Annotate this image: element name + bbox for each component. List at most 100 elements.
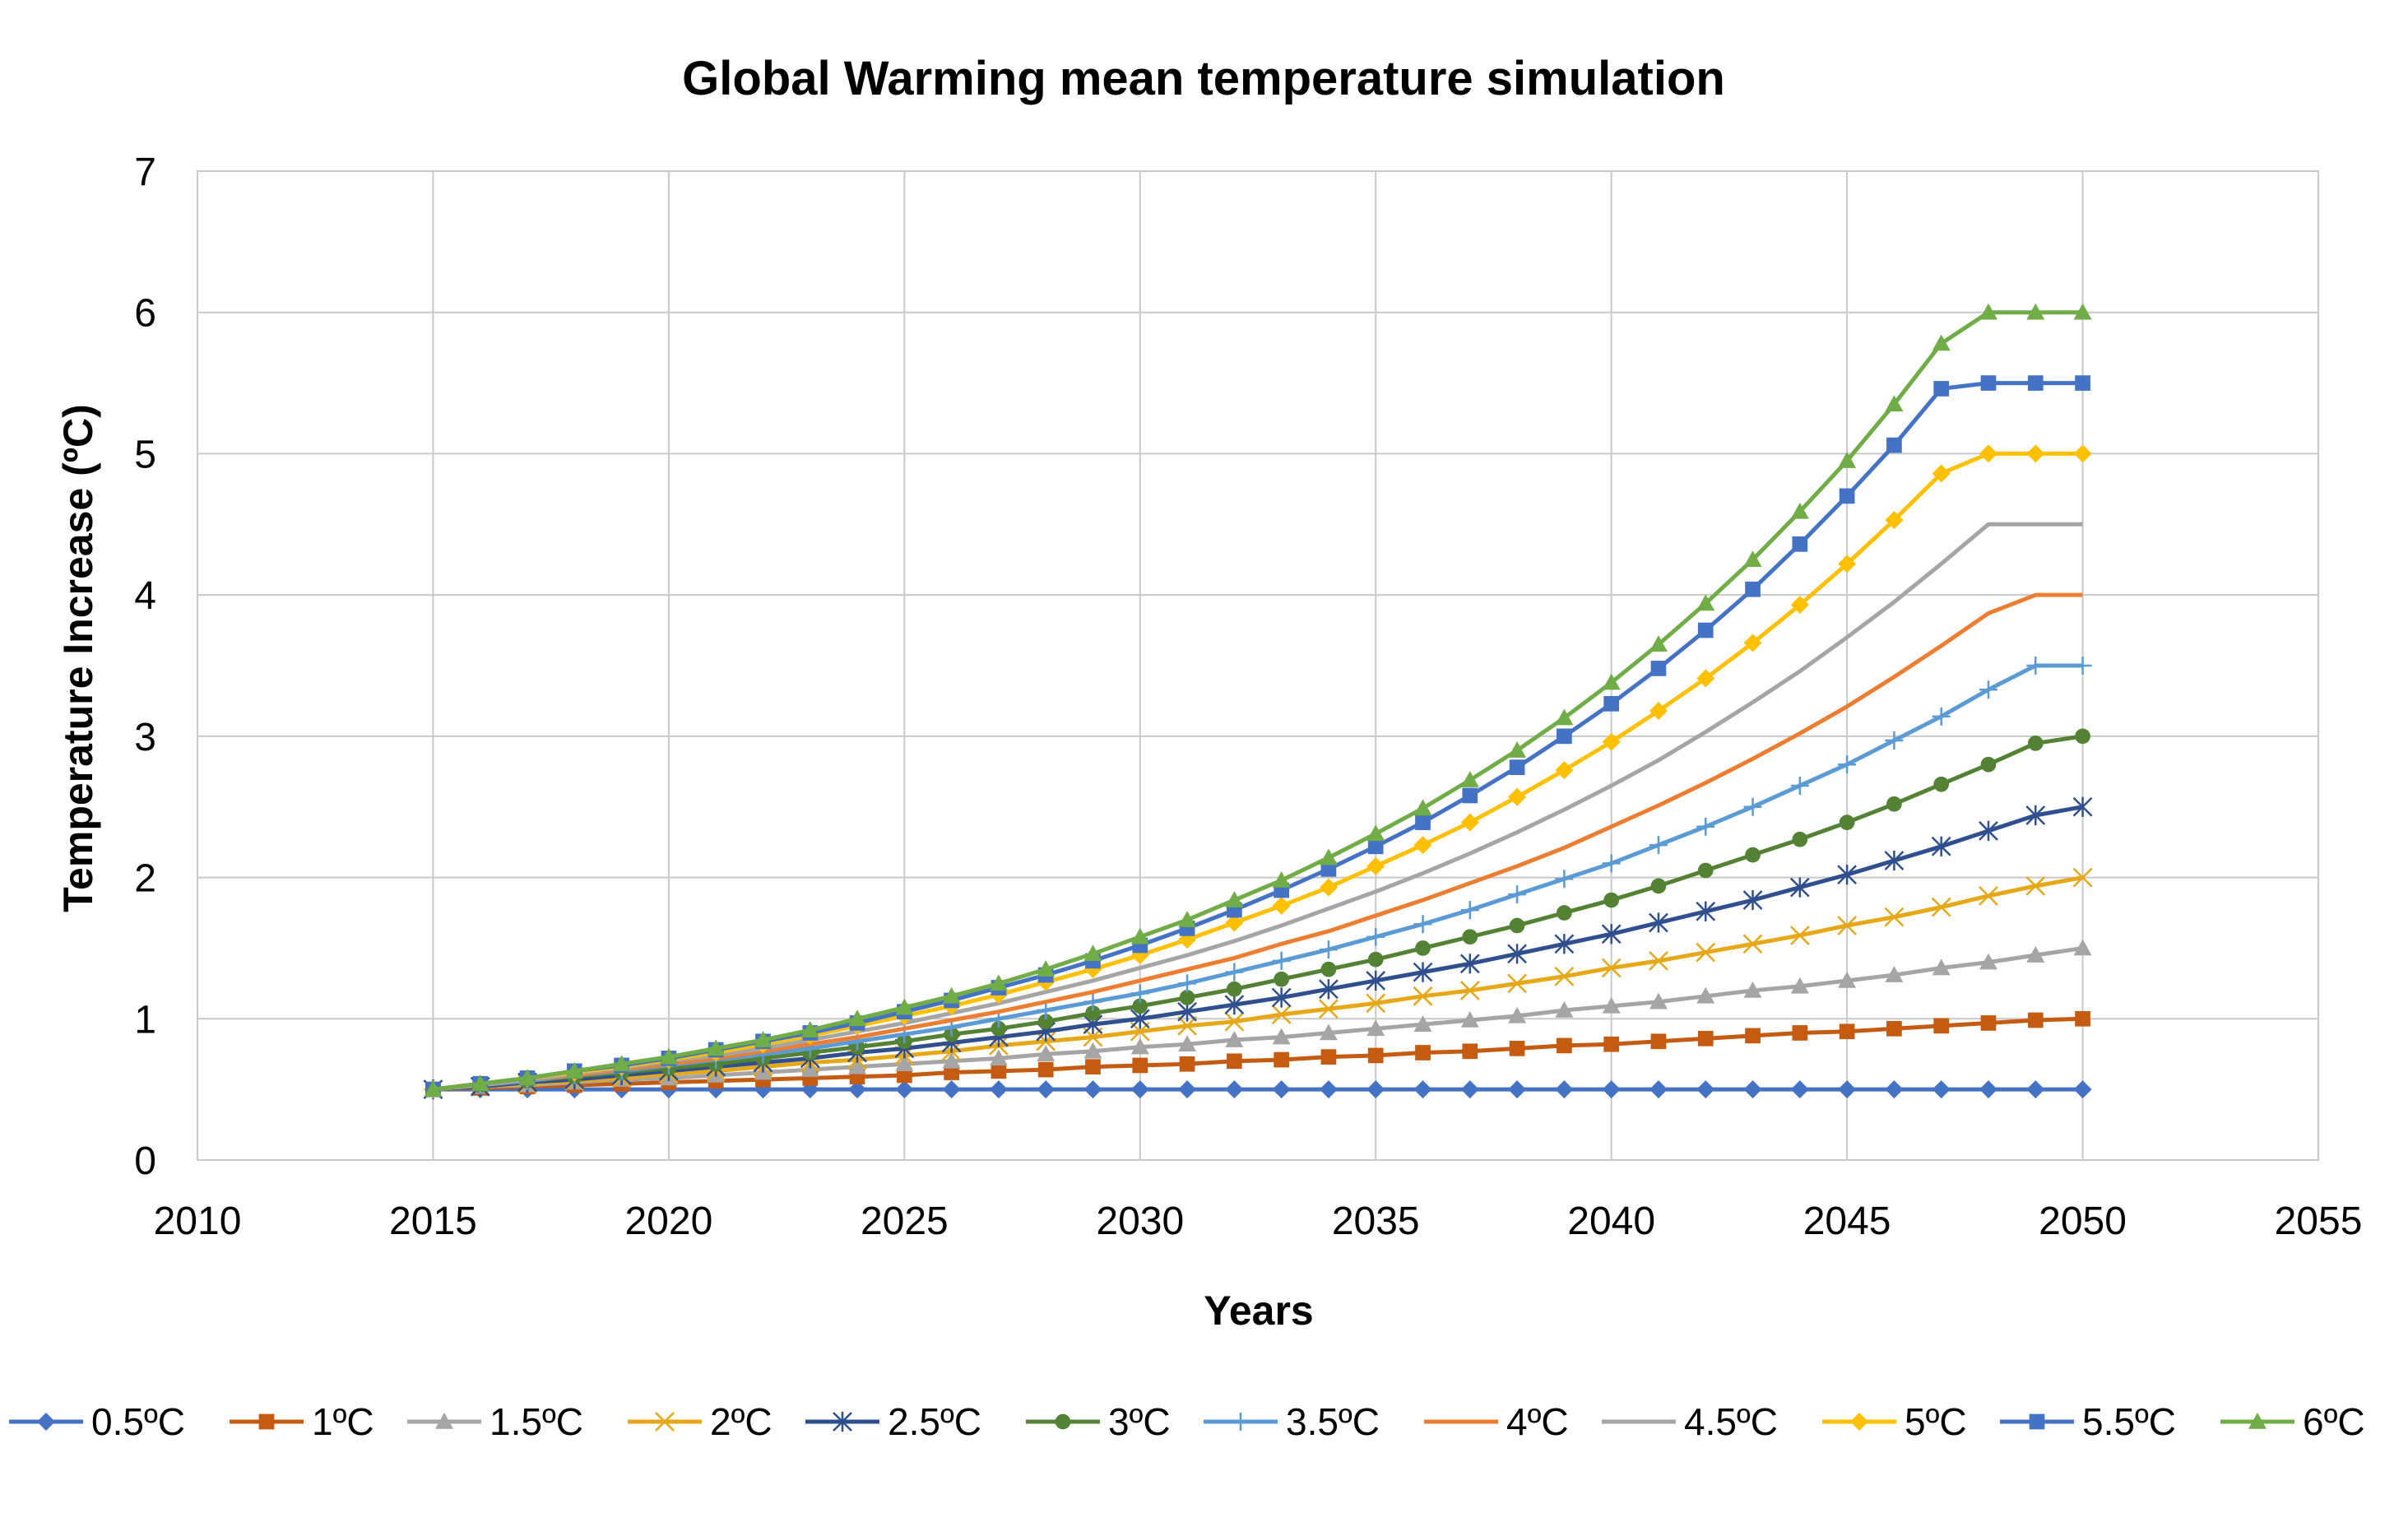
legend-label: 1.5ºC <box>489 1400 583 1443</box>
data-point <box>1319 1080 1338 1099</box>
data-point <box>989 1080 1008 1099</box>
data-point <box>1602 673 1621 690</box>
grid-lines <box>197 170 2319 1161</box>
legend: 0.5ºC 1ºC 1.5ºC 2ºC 2.5ºC 3ºC 3.5ºC 4ºC 4.5ºC 5ºC… <box>9 1400 2365 1443</box>
data-point <box>1696 594 1715 611</box>
x-tick-label: 2035 <box>1332 1200 1420 1243</box>
legend-item: 0.5ºC <box>9 1400 185 1443</box>
data-point <box>1178 974 1197 993</box>
data-point <box>1603 1036 1620 1052</box>
data-point <box>1790 1080 1809 1099</box>
data-point <box>1055 1413 1071 1430</box>
x-tick-label: 2055 <box>2275 1200 2363 1243</box>
data-point <box>1603 696 1620 712</box>
data-point <box>2026 657 2045 675</box>
data-point <box>2026 444 2045 463</box>
x-tick-label: 2045 <box>1803 1200 1891 1243</box>
data-point <box>1459 954 1480 974</box>
x-tick-label: 2010 <box>154 1200 242 1243</box>
data-point <box>1650 1033 1667 1050</box>
x-tick-label: 2040 <box>1567 1200 1655 1243</box>
data-point <box>1460 901 1479 920</box>
data-point <box>1085 1005 1101 1021</box>
data-point <box>2073 657 2092 675</box>
data-point <box>1366 856 1385 875</box>
data-point <box>1886 437 1902 453</box>
legend-item: 3ºC <box>1026 1400 1171 1443</box>
data-point <box>1554 966 1575 986</box>
legend-label: 2ºC <box>710 1400 773 1443</box>
data-point <box>1743 981 1762 998</box>
data-point <box>2073 303 2092 320</box>
data-point <box>1037 1014 1054 1030</box>
data-point <box>2075 375 2090 391</box>
x-tick-label: 2050 <box>2039 1200 2127 1243</box>
data-point <box>1460 813 1479 832</box>
data-point <box>37 1413 55 1431</box>
data-point <box>1415 940 1431 956</box>
legend-item: 3.5ºC <box>1204 1400 1380 1443</box>
y-tick-label: 2 <box>134 857 156 901</box>
series-line <box>433 592 2083 1092</box>
data-point <box>1462 787 1478 804</box>
data-point <box>1413 799 1432 816</box>
data-point <box>1933 381 1950 397</box>
legend-item: 1.5ºC <box>407 1400 583 1443</box>
data-point <box>1130 1080 1149 1099</box>
legend-item: 4ºC <box>1424 1400 1569 1443</box>
data-point <box>258 1413 275 1430</box>
data-point <box>1178 1035 1197 1051</box>
data-point <box>1649 635 1668 652</box>
data-point <box>896 1067 912 1084</box>
data-point <box>1601 958 1622 978</box>
data-point <box>1839 488 1855 504</box>
data-point <box>1886 796 1902 812</box>
data-point <box>1697 1030 1714 1047</box>
data-point <box>2025 875 2046 896</box>
data-point <box>1696 1080 1715 1099</box>
data-point <box>1271 987 1292 1008</box>
data-point <box>1272 871 1291 888</box>
data-point <box>1743 634 1762 652</box>
data-point <box>565 1061 584 1079</box>
data-point <box>1837 865 1857 885</box>
data-point <box>991 1020 1007 1037</box>
data-point <box>1508 885 1527 904</box>
data-point <box>1792 1025 1808 1041</box>
data-point <box>989 974 1008 991</box>
data-point <box>1413 962 1433 982</box>
legend-label: 0.5ºC <box>91 1400 185 1443</box>
legend-item: 2.5ºC <box>805 1400 981 1443</box>
data-point <box>895 1080 914 1099</box>
data-point <box>1509 759 1525 775</box>
data-point <box>1225 1031 1244 1047</box>
data-point <box>1555 870 1574 889</box>
data-point <box>1602 1080 1621 1099</box>
x-tick-label: 2025 <box>861 1200 949 1243</box>
legend-item: 2ºC <box>628 1400 773 1443</box>
data-point <box>1745 847 1761 863</box>
data-point <box>1225 891 1244 907</box>
legend-label: 5.5ºC <box>2082 1400 2176 1443</box>
data-point <box>1649 992 1668 1009</box>
y-tick-label: 6 <box>134 292 156 336</box>
data-point <box>612 1055 631 1072</box>
data-point <box>1415 815 1431 830</box>
data-point <box>1366 970 1386 991</box>
data-point <box>1462 929 1478 945</box>
data-point <box>1743 797 1762 816</box>
y-tick-label: 1 <box>134 998 156 1042</box>
data-point <box>991 1063 1007 1079</box>
data-point <box>1037 1061 1054 1078</box>
data-point <box>1602 996 1621 1014</box>
data-point <box>2026 1080 2045 1099</box>
data-point <box>1225 963 1244 982</box>
data-point <box>1790 596 1809 615</box>
data-point <box>518 1069 537 1086</box>
x-axis-ticks: 2010 2015 2020 2025 2030 2035 2040 2045 2050 2055 <box>154 1200 2363 1243</box>
data-point <box>1367 838 1384 855</box>
data-point <box>2026 946 2045 963</box>
data-point <box>1415 1045 1431 1060</box>
legend-item: 6ºC <box>2220 1400 2365 1443</box>
data-point <box>1696 669 1715 688</box>
